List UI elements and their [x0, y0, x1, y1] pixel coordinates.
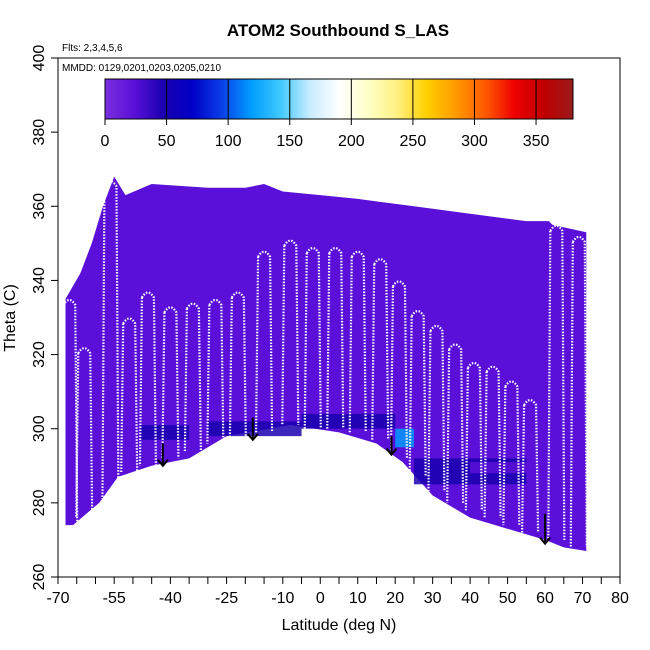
profile-trace	[254, 250, 274, 433]
profile-trace	[348, 250, 367, 433]
profile-trace	[520, 398, 540, 533]
y-tick-label: 300	[31, 415, 48, 442]
profile-trace	[120, 317, 139, 474]
colorbar-ramp	[104, 78, 574, 120]
x-tick-label: 80	[611, 590, 629, 607]
heatmap-field	[65, 176, 587, 552]
arrow-markers	[157, 417, 551, 546]
profile-trace	[502, 380, 521, 526]
y-axis-label: Theta (C)	[2, 284, 19, 352]
colorbar-tick-label: 50	[158, 133, 176, 150]
arrow-head	[385, 448, 398, 457]
arrow-head	[247, 433, 259, 442]
profile-trace	[60, 298, 79, 526]
flights-note: Flts: 2,3,4,5,6	[62, 43, 123, 54]
profile-traces	[60, 180, 588, 548]
field-patch	[140, 425, 190, 440]
x-tick-label: 40	[461, 590, 479, 607]
field-area	[65, 176, 587, 552]
profile-trace	[75, 347, 94, 518]
colorbar-tick-label: 200	[338, 133, 365, 150]
y-tick-label: 400	[31, 45, 48, 72]
profile-trace	[408, 310, 427, 477]
colorbar-tick-label: 0	[101, 133, 110, 150]
profile-trace	[446, 343, 465, 503]
colorbar-ticks: 0 50 100 150 200 250 300 350	[101, 79, 550, 150]
y-tick-label: 340	[31, 267, 48, 294]
colorbar-tick-label: 100	[215, 133, 242, 150]
x-tick-label: -10	[271, 590, 294, 607]
profile-trace	[281, 239, 300, 426]
dates-note: MMDD: 0129,0201,0203,0205,0210	[62, 63, 221, 74]
field-patch	[207, 421, 302, 437]
x-tick-label: 30	[424, 590, 442, 607]
profile-trace	[569, 235, 588, 548]
x-tick-label: -70	[46, 590, 69, 607]
colorbar-tick-label: 250	[400, 133, 427, 150]
colorbar-tick-label: 150	[276, 133, 303, 150]
arrow-head	[157, 459, 169, 468]
x-tick-label: -40	[159, 590, 182, 607]
colorbar: 0 50 100 150 200 250 300 350	[101, 78, 574, 150]
y-tick-label: 280	[31, 489, 48, 516]
profile-trace	[483, 365, 502, 518]
x-tick-label: 10	[349, 590, 367, 607]
profile-trace	[389, 280, 409, 459]
y-tick-label: 380	[31, 119, 48, 146]
colorbar-tick-label: 300	[461, 133, 488, 150]
x-tick-label: 60	[536, 590, 554, 607]
x-axis-label: Latitude (deg N)	[282, 617, 397, 634]
x-tick-label: -55	[103, 590, 126, 607]
x-tick-label: 50	[499, 590, 517, 607]
profile-trace	[101, 180, 120, 500]
x-tick-label: 70	[574, 590, 592, 607]
y-tick-label: 320	[31, 341, 48, 368]
profile-trace	[303, 246, 322, 429]
profile-trace	[326, 246, 345, 429]
field-patch	[301, 413, 396, 429]
profile-trace	[138, 291, 158, 466]
arrow-head	[539, 536, 551, 546]
chart-title: ATOM2 Southbound S_LAS	[227, 21, 449, 40]
profile-trace	[547, 224, 566, 540]
profile-trace	[228, 291, 247, 440]
y-tick-label: 260	[31, 564, 48, 591]
profile-trace	[161, 306, 180, 459]
x-tick-label: 20	[386, 590, 404, 607]
x-axis: -70 -55 -40 -25 -10 0 10 20 30 40 50 60 70 80	[46, 577, 629, 607]
profile-trace	[371, 258, 390, 440]
profile-trace	[206, 298, 225, 444]
y-axis: 260 280 300 320 340 360 380 400	[31, 45, 58, 591]
x-tick-label: 0	[316, 590, 325, 607]
profile-trace	[427, 324, 446, 492]
profile-trace	[183, 302, 202, 451]
y-tick-label: 360	[31, 193, 48, 220]
colorbar-tick-label: 350	[523, 133, 550, 150]
profile-trace	[464, 361, 483, 511]
field-patch	[470, 462, 546, 474]
x-tick-label: -25	[215, 590, 238, 607]
